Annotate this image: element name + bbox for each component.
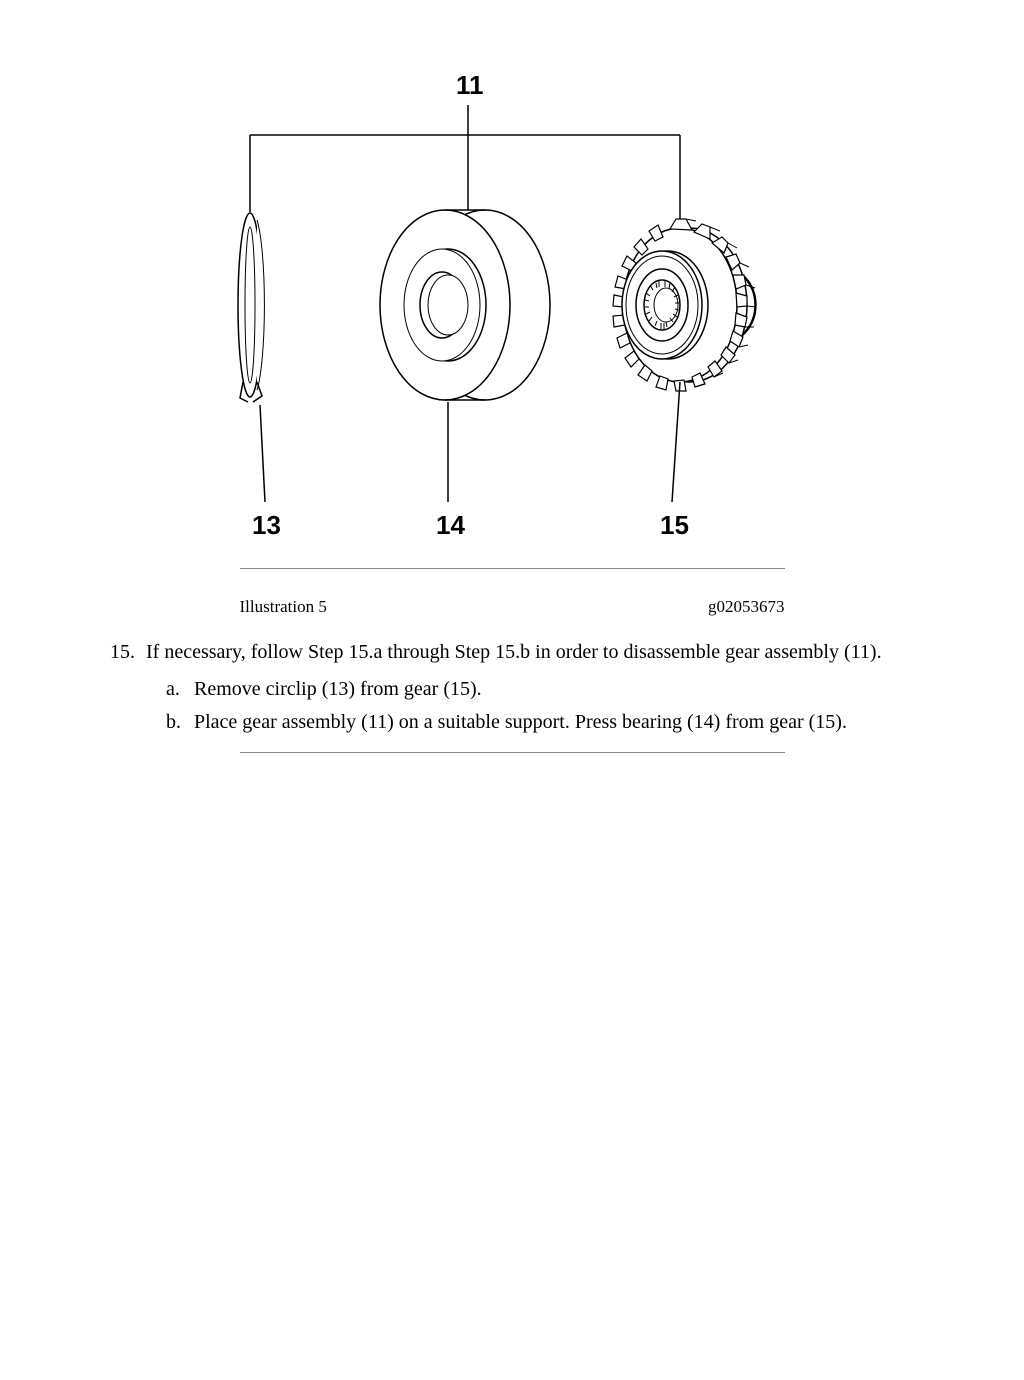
illustration-caption: Illustration 5 g02053673 — [240, 589, 785, 617]
step-15: 15. If necessary, follow Step 15.a throu… — [110, 641, 934, 664]
procedure-steps: 15. If necessary, follow Step 15.a throu… — [90, 641, 934, 734]
substep-letter: b. — [166, 711, 194, 734]
step-text: If necessary, follow Step 15.a through S… — [146, 641, 882, 664]
substep-text: Place gear assembly (11) on a suitable s… — [194, 711, 847, 734]
callout-14: 14 — [436, 510, 465, 541]
part-gear — [613, 219, 756, 391]
caption-right: g02053673 — [708, 597, 785, 617]
technical-drawing — [190, 70, 770, 550]
part-circlip — [238, 213, 264, 402]
step-number: 15. — [110, 641, 146, 664]
callout-11: 11 — [456, 70, 484, 101]
callout-15: 15 — [660, 510, 689, 541]
illustration-figure: 11 — [190, 70, 770, 550]
step-15a: a. Remove circlip (13) from gear (15). — [166, 678, 934, 701]
divider-bottom — [240, 752, 785, 753]
caption-left: Illustration 5 — [240, 597, 327, 617]
divider-top — [240, 568, 785, 569]
part-bearing — [380, 210, 550, 400]
substep-letter: a. — [166, 678, 194, 701]
callout-13: 13 — [252, 510, 281, 541]
step-15b: b. Place gear assembly (11) on a suitabl… — [166, 711, 934, 734]
substep-text: Remove circlip (13) from gear (15). — [194, 678, 482, 701]
